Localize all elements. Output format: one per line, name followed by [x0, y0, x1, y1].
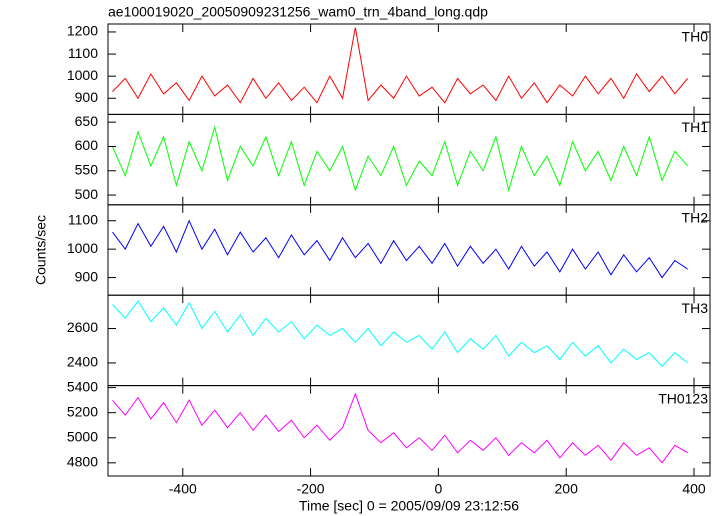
x-tick-label: 400 — [682, 481, 706, 497]
y-tick-label: 4800 — [67, 454, 98, 470]
y-tick-label: 2600 — [67, 319, 98, 335]
x-axis-label: Time [sec] 0 = 2005/09/09 23:12:56 — [299, 498, 519, 514]
y-tick-label: 900 — [75, 268, 99, 284]
panel-label: TH1 — [682, 119, 709, 135]
y-tick-label: 5200 — [67, 403, 98, 419]
x-tick-label: 0 — [434, 481, 442, 497]
data-line — [112, 300, 688, 368]
data-line — [112, 27, 689, 104]
y-tick-label: 1200 — [67, 23, 98, 39]
panel-label: TH3 — [682, 300, 709, 316]
panel-label: TH0123 — [658, 390, 708, 406]
chart-title: ae100019020_20050909231256_wam0_trn_4ban… — [108, 4, 488, 20]
panel-label: TH2 — [682, 210, 709, 226]
panel-label: TH0 — [682, 29, 709, 45]
y-tick-label: 5000 — [67, 428, 98, 444]
data-line — [112, 125, 689, 193]
y-tick-label: 650 — [75, 113, 99, 129]
y-tick-label: 1100 — [68, 211, 98, 227]
y-tick-label: 500 — [75, 186, 99, 202]
y-tick-label: 900 — [75, 89, 99, 105]
panel-frame — [107, 113, 711, 206]
y-tick-label: 2400 — [67, 354, 98, 370]
y-tick-label: 5400 — [67, 378, 98, 394]
panel-frame — [107, 385, 711, 477]
data-line — [112, 219, 688, 279]
x-tick-label: -200 — [297, 481, 325, 497]
panel-frame — [107, 204, 711, 296]
data-line — [112, 392, 688, 464]
y-tick-label: 600 — [75, 137, 99, 153]
y-tick-label: 1100 — [68, 45, 98, 61]
y-axis-label: Counts/sec — [33, 215, 49, 285]
x-tick-label: -400 — [169, 481, 197, 497]
y-tick-label: 1000 — [67, 240, 98, 256]
panel-frame — [107, 23, 711, 115]
x-tick-label: 200 — [555, 481, 579, 497]
y-tick-label: 1000 — [67, 67, 98, 83]
y-tick-label: 550 — [75, 161, 99, 177]
